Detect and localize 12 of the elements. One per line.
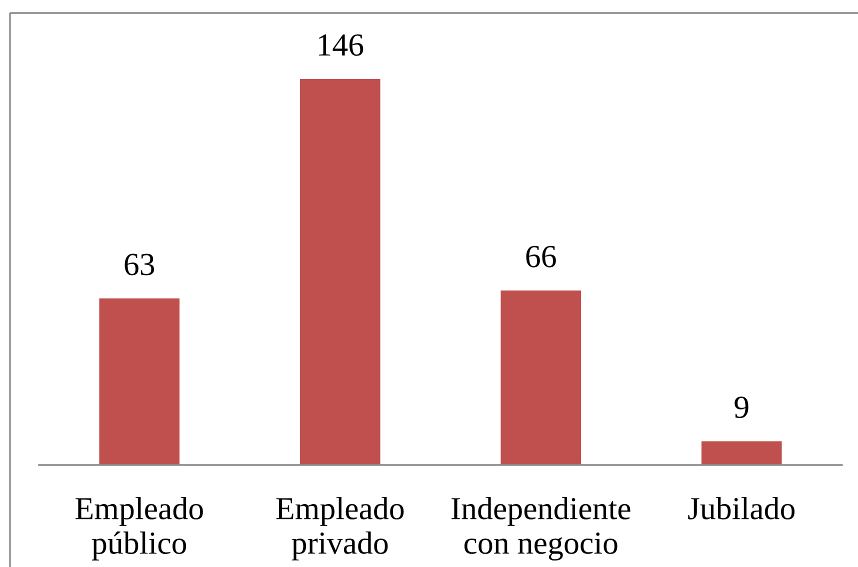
bar bbox=[500, 290, 582, 465]
bar bbox=[300, 78, 380, 465]
data-label: 9 bbox=[734, 396, 748, 418]
x-tick-label: Empleado público bbox=[76, 496, 203, 560]
bar bbox=[701, 441, 782, 465]
bar bbox=[99, 298, 180, 465]
x-tick-label: Jubilado bbox=[688, 496, 795, 520]
data-label: 146 bbox=[318, 34, 364, 56]
data-label: 63 bbox=[124, 254, 154, 276]
data-label: 66 bbox=[526, 246, 556, 268]
x-tick-label: Empleado privado bbox=[276, 496, 404, 560]
x-tick-label: Independiente con negocio bbox=[452, 496, 630, 561]
